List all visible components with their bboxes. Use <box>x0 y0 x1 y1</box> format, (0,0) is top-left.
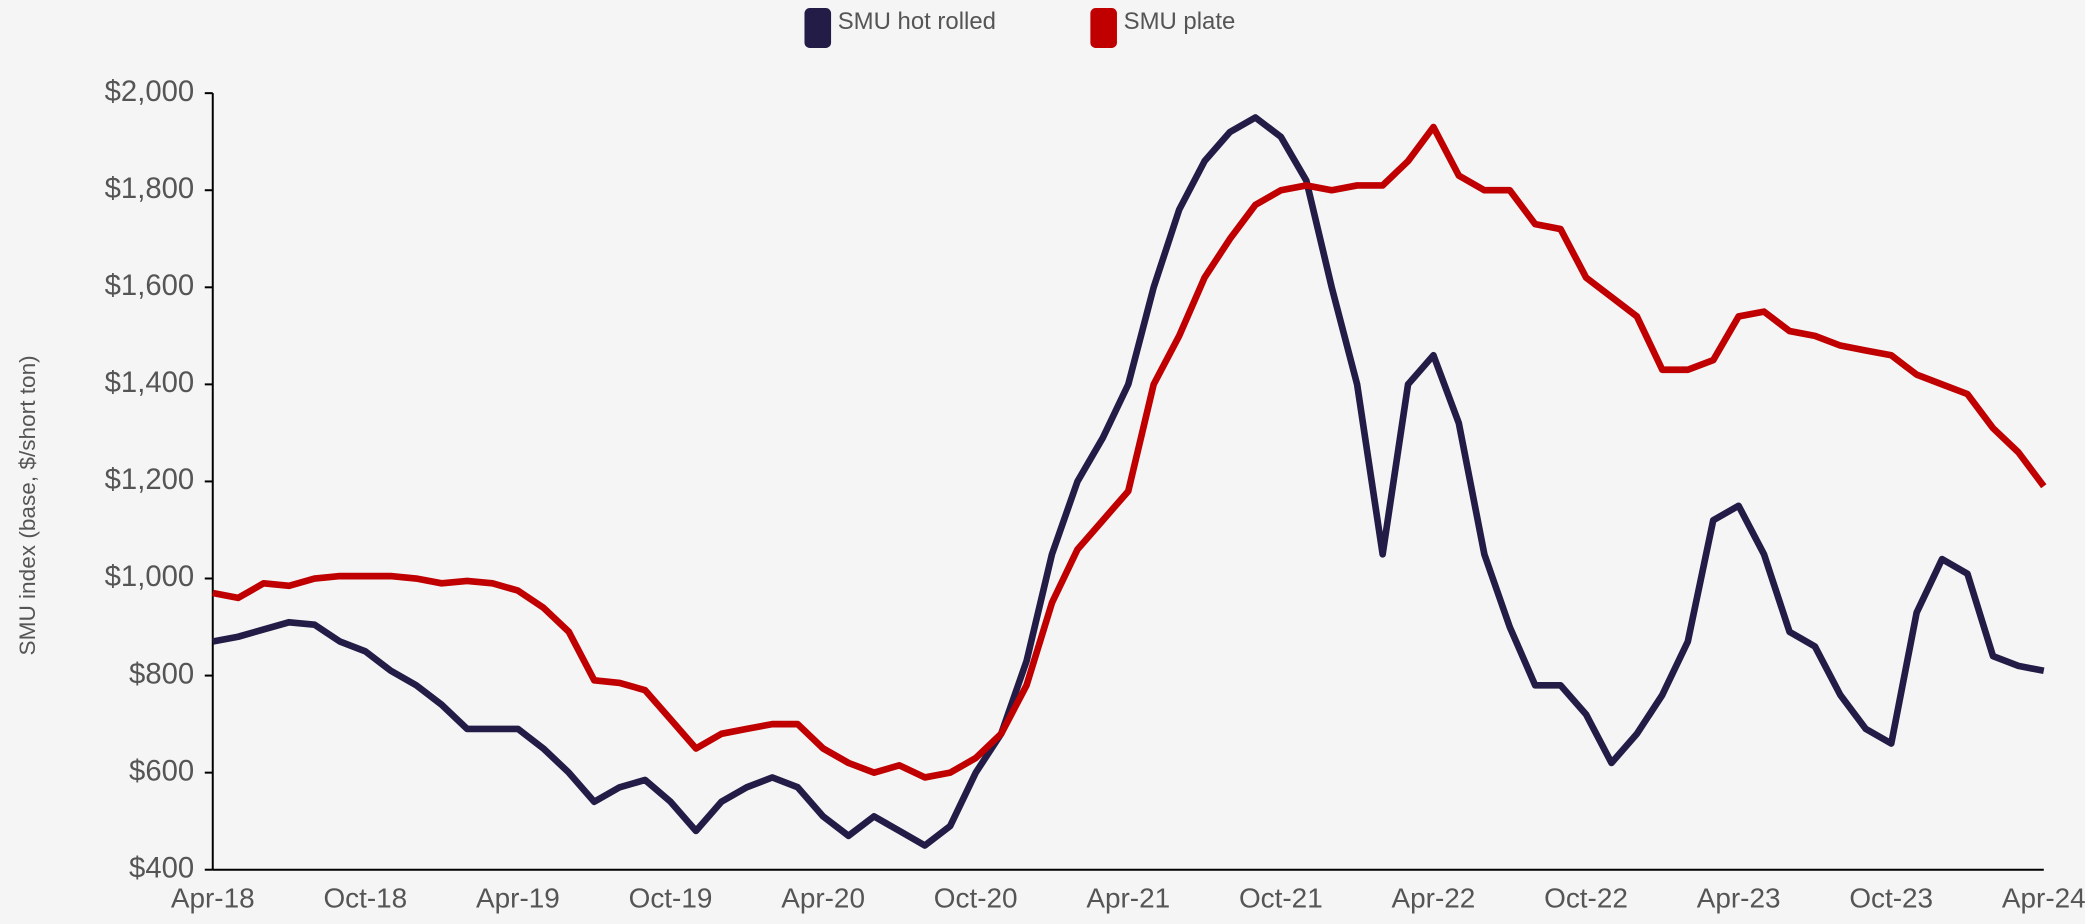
legend-label: SMU plate <box>1124 8 1236 35</box>
y-tick-label: $1,800 <box>105 173 194 205</box>
y-tick-label: $800 <box>129 658 194 690</box>
x-tick-label: Oct-21 <box>1239 883 1323 914</box>
x-tick-label: Apr-22 <box>1392 883 1476 914</box>
y-tick-label: $1,000 <box>105 561 194 593</box>
x-tick-label: Apr-19 <box>476 883 560 914</box>
x-tick-label: Oct-23 <box>1849 883 1933 914</box>
x-tick-label: Oct-19 <box>629 883 713 914</box>
y-tick-label: $2,000 <box>105 76 194 108</box>
legend-swatch <box>1090 8 1117 48</box>
x-tick-label: Oct-20 <box>934 883 1018 914</box>
x-tick-label: Oct-22 <box>1544 883 1628 914</box>
x-tick-label: Apr-24 <box>2002 883 2085 914</box>
x-tick-label: Oct-18 <box>323 883 407 914</box>
x-tick-label: Apr-20 <box>781 883 865 914</box>
y-tick-label: $1,400 <box>105 367 194 399</box>
y-axis-label: SMU index (base, $/short ton) <box>15 355 40 655</box>
x-tick-label: Apr-21 <box>1086 883 1170 914</box>
legend-label: SMU hot rolled <box>838 8 996 35</box>
y-tick-label: $1,200 <box>105 464 194 496</box>
x-tick-label: Apr-23 <box>1697 883 1781 914</box>
legend-swatch <box>804 8 832 48</box>
y-tick-label: $400 <box>129 852 194 884</box>
line <box>212 123 2047 781</box>
line <box>212 114 2045 849</box>
y-tick-label: $1,600 <box>105 270 194 302</box>
y-tick-label: $600 <box>129 755 194 787</box>
x-tick-label: Apr-18 <box>171 883 255 914</box>
